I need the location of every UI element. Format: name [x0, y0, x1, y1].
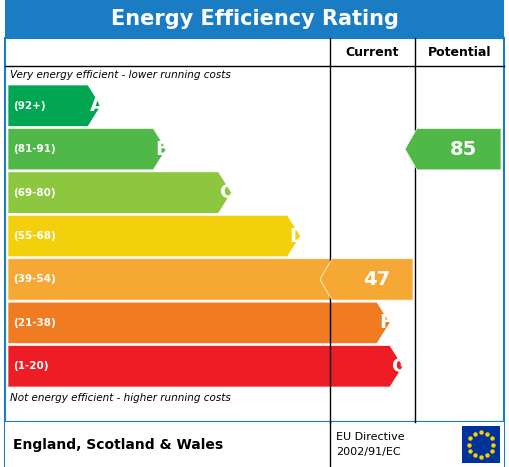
Bar — [5, 422, 504, 467]
Polygon shape — [8, 215, 300, 257]
Text: B: B — [155, 140, 170, 159]
Text: 85: 85 — [449, 140, 476, 159]
Bar — [462, 426, 500, 463]
Bar — [5, 38, 504, 422]
Bar — [5, 0, 504, 38]
Text: D: D — [290, 226, 305, 246]
Text: Energy Efficiency Rating: Energy Efficiency Rating — [110, 9, 399, 29]
Text: F: F — [379, 313, 392, 333]
Text: (69-80): (69-80) — [13, 188, 55, 198]
Text: (81-91): (81-91) — [13, 144, 55, 154]
Text: Not energy efficient - higher running costs: Not energy efficient - higher running co… — [10, 393, 231, 403]
Text: EU Directive: EU Directive — [336, 432, 405, 443]
Text: (92+): (92+) — [13, 101, 46, 111]
Text: Current: Current — [346, 45, 399, 58]
Polygon shape — [8, 128, 166, 170]
Text: A: A — [90, 96, 105, 115]
Text: (1-20): (1-20) — [13, 361, 48, 371]
Text: E: E — [357, 270, 370, 289]
Text: Potential: Potential — [428, 45, 491, 58]
Polygon shape — [320, 259, 413, 300]
Text: 2002/91/EC: 2002/91/EC — [336, 446, 401, 457]
Text: (21-38): (21-38) — [13, 318, 56, 328]
Text: England, Scotland & Wales: England, Scotland & Wales — [13, 438, 223, 452]
Bar — [5, 422, 504, 467]
Text: G: G — [392, 357, 408, 376]
Polygon shape — [405, 128, 501, 170]
Polygon shape — [8, 259, 367, 300]
Polygon shape — [8, 85, 101, 127]
Polygon shape — [8, 172, 232, 213]
Polygon shape — [8, 302, 390, 344]
Polygon shape — [8, 346, 403, 387]
Text: 47: 47 — [363, 270, 390, 289]
Text: Very energy efficient - lower running costs: Very energy efficient - lower running co… — [10, 70, 231, 80]
Text: C: C — [220, 183, 235, 202]
Text: (55-68): (55-68) — [13, 231, 56, 241]
Text: (39-54): (39-54) — [13, 275, 56, 284]
